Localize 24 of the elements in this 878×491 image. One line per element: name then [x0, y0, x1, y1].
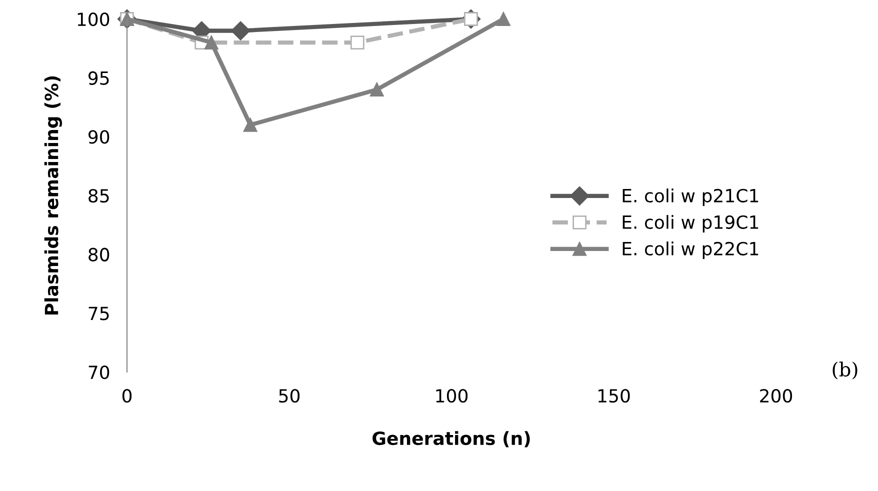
point — [231, 21, 250, 40]
y-tick-label: 90 — [88, 130, 110, 144]
y-tick-label: 70 — [88, 365, 110, 380]
point — [370, 82, 384, 97]
y-tick-label: 85 — [88, 188, 109, 203]
y-tick-label: 80 — [88, 248, 110, 262]
point — [204, 36, 218, 50]
x-tick-label: 50 — [279, 388, 300, 403]
point — [350, 36, 364, 50]
x-tick-label: 0 — [122, 388, 132, 403]
x-tick-label: 200 — [760, 388, 792, 403]
y-tick-label: 75 — [88, 306, 109, 320]
x-tick-label: 100 — [436, 388, 468, 403]
x-tick-label: 150 — [598, 388, 630, 403]
y-tick-label: 95 — [88, 71, 109, 85]
point — [243, 118, 258, 132]
point — [496, 12, 510, 26]
legend-label: E. coli w p22C1 — [622, 242, 758, 259]
legend-label: E. coli w p19C1 — [622, 215, 758, 232]
y-axis-title: Plasmids remaining (%) — [44, 76, 62, 315]
x-axis-title: Generations (n) — [372, 431, 530, 448]
text: (b) — [832, 362, 858, 380]
legend-label: E. coli w p21C1 — [622, 188, 758, 206]
y-tick-label: 100 — [78, 12, 110, 26]
